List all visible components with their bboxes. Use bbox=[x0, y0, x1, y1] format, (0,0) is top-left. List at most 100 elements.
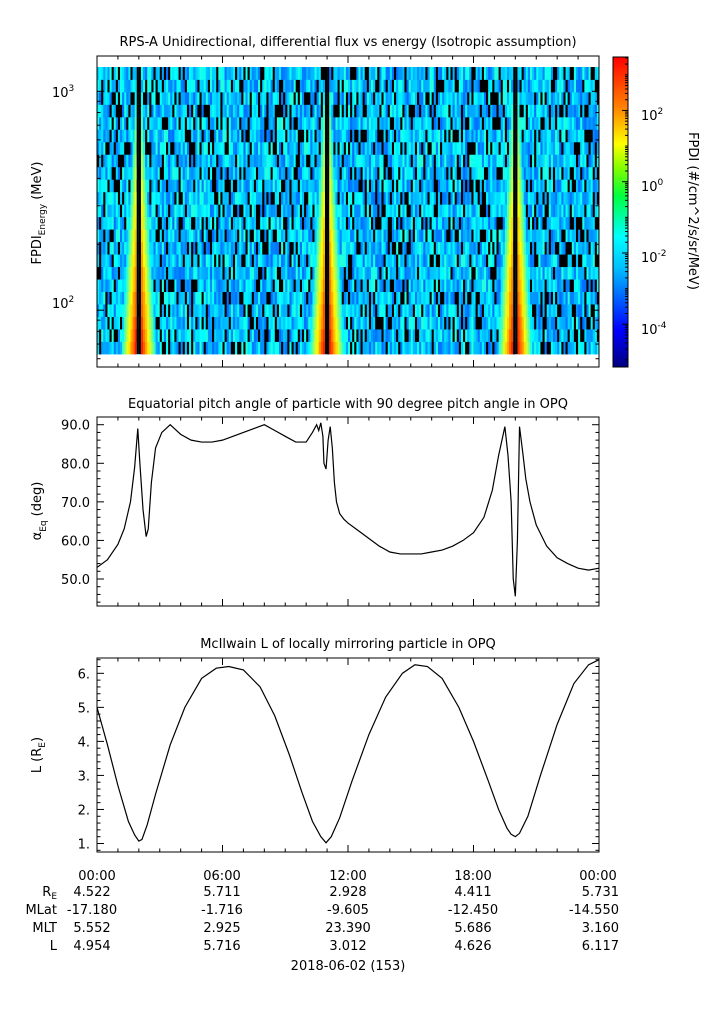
heatmap-cell bbox=[228, 241, 232, 255]
heatmap-cell bbox=[348, 229, 351, 243]
heatmap-cell bbox=[120, 316, 123, 330]
heatmap-cell bbox=[103, 91, 106, 105]
heatmap-cell bbox=[212, 129, 215, 143]
heatmap-cell bbox=[377, 91, 380, 105]
heatmap-cell bbox=[450, 229, 453, 243]
heatmap-cell bbox=[379, 304, 382, 317]
heatmap-cell bbox=[400, 329, 403, 342]
heatmap-cell bbox=[245, 79, 248, 93]
heatmap-cell bbox=[308, 166, 311, 180]
heatmap-cell bbox=[517, 166, 520, 180]
heatmap-cell bbox=[195, 304, 198, 317]
heatmap-cell bbox=[517, 116, 520, 130]
heatmap-cell bbox=[335, 241, 338, 255]
heatmap-cell bbox=[262, 266, 265, 280]
heatmap-cell bbox=[306, 154, 309, 168]
heatmap-cell bbox=[115, 179, 119, 193]
heatmap-cell bbox=[205, 67, 209, 80]
heatmap-cell bbox=[452, 291, 456, 305]
heatmap-cell bbox=[341, 166, 345, 180]
heatmap-cell bbox=[197, 67, 200, 80]
heatmap-cell bbox=[525, 229, 529, 243]
heatmap-cell bbox=[201, 216, 205, 230]
heatmap-cell bbox=[159, 141, 163, 155]
heatmap-cell bbox=[128, 179, 131, 193]
heatmap-cell bbox=[427, 266, 430, 280]
heatmap-cell bbox=[163, 79, 167, 93]
heatmap-cell bbox=[122, 179, 125, 193]
heatmap-cell bbox=[396, 154, 399, 168]
heatmap-cell bbox=[456, 291, 460, 305]
heatmap-cell bbox=[293, 254, 297, 268]
heatmap-cell bbox=[237, 141, 240, 155]
heatmap-cell bbox=[168, 104, 171, 118]
heatmap-cell bbox=[341, 191, 345, 205]
heatmap-cell bbox=[117, 154, 121, 168]
heatmap-cell bbox=[268, 241, 272, 255]
heatmap-cell bbox=[527, 104, 531, 118]
heatmap-cell bbox=[389, 266, 393, 280]
heatmap-cell bbox=[276, 154, 280, 168]
heatmap-cell bbox=[494, 229, 497, 243]
heatmap-cell bbox=[195, 329, 198, 342]
heatmap-cell bbox=[345, 67, 349, 80]
heatmap-cell bbox=[168, 166, 171, 180]
heatmap-cell bbox=[247, 254, 251, 268]
heatmap-cell bbox=[389, 316, 393, 330]
heatmap-cell bbox=[396, 179, 399, 193]
heatmap-cell bbox=[529, 204, 533, 218]
heatmap-cell bbox=[423, 266, 426, 280]
heatmap-cell bbox=[109, 329, 113, 342]
heatmap-cell bbox=[222, 166, 225, 180]
heatmap-cell bbox=[109, 104, 113, 118]
heatmap-cell bbox=[174, 67, 177, 80]
heatmap-cell bbox=[235, 141, 238, 155]
heatmap-cell bbox=[465, 229, 468, 243]
heatmap-cell bbox=[113, 179, 117, 193]
heatmap-cell bbox=[465, 141, 468, 155]
heatmap-cell bbox=[389, 229, 393, 243]
heatmap-cell bbox=[548, 304, 552, 317]
heatmap-cell bbox=[521, 266, 525, 280]
heatmap-cell bbox=[230, 79, 234, 93]
heatmap-cell bbox=[243, 304, 246, 317]
heatmap-cell bbox=[310, 104, 313, 118]
heatmap-cell bbox=[517, 229, 520, 243]
heatmap-cell bbox=[490, 91, 493, 105]
heatmap-cell bbox=[429, 329, 433, 342]
heatmap-cell bbox=[506, 67, 510, 80]
heatmap-cell bbox=[454, 154, 458, 168]
heatmap-cell bbox=[475, 179, 479, 193]
heatmap-cell bbox=[318, 254, 322, 268]
heatmap-cell bbox=[239, 104, 242, 118]
heatmap-cell bbox=[124, 204, 127, 218]
heatmap-cell bbox=[548, 266, 552, 280]
heatmap-cell bbox=[335, 204, 338, 218]
heatmap-cell bbox=[387, 154, 391, 168]
heatmap-cell bbox=[356, 329, 359, 342]
heatmap-cell bbox=[145, 341, 148, 355]
heatmap-cell bbox=[329, 116, 332, 130]
heatmap-cell bbox=[128, 141, 131, 155]
heatmap-cell bbox=[429, 216, 433, 230]
heatmap-cell bbox=[264, 329, 267, 342]
heatmap-cell bbox=[389, 304, 393, 317]
heatmap-cell bbox=[107, 91, 110, 105]
heatmap-cell bbox=[308, 304, 311, 317]
heatmap-cell bbox=[270, 104, 274, 118]
heatmap-cell bbox=[417, 316, 420, 330]
heatmap-cell bbox=[310, 266, 313, 280]
heatmap-cell bbox=[193, 204, 196, 218]
heatmap-cell bbox=[291, 91, 295, 105]
heatmap-cell bbox=[373, 316, 376, 330]
heatmap-cell bbox=[243, 67, 246, 80]
heatmap-cell bbox=[408, 204, 412, 218]
heatmap-cell bbox=[385, 266, 389, 280]
heatmap-cell bbox=[189, 166, 192, 180]
heatmap-cell bbox=[467, 341, 470, 355]
heatmap-cell bbox=[444, 191, 447, 205]
heatmap-cell bbox=[469, 179, 472, 193]
heatmap-cell bbox=[435, 191, 439, 205]
heatmap-cell bbox=[446, 191, 449, 205]
heatmap-cell bbox=[540, 304, 543, 317]
